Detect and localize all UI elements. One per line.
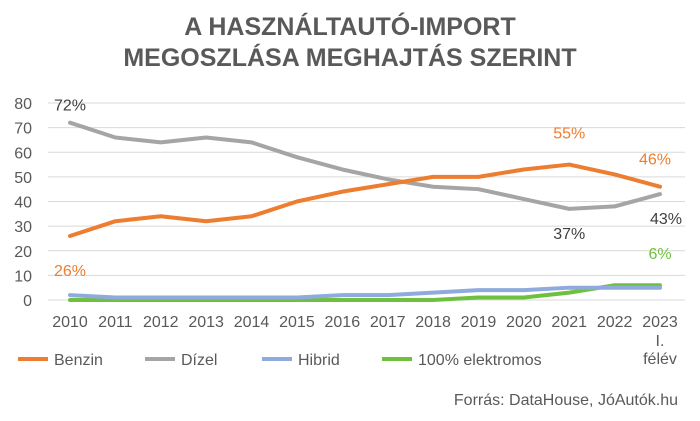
- series-line-d-zel: [68, 120, 662, 211]
- legend-label: Benzin: [54, 352, 103, 369]
- series-line-benzin: [68, 162, 662, 238]
- legend-label: Hibrid: [298, 352, 340, 369]
- legend-label: Dízel: [181, 352, 217, 369]
- x-tick-label: 2016: [325, 314, 361, 331]
- y-tick-label: 10: [14, 268, 32, 285]
- y-tick-label: 20: [14, 244, 32, 261]
- data-label: 43%: [650, 211, 682, 228]
- chart-title: A HASZNÁLTAUTÓ-IMPORT MEGOSZLÁSA MEGHAJT…: [0, 12, 700, 74]
- x-tick-label: 2019: [461, 314, 497, 331]
- x-tick-label: 2020: [506, 314, 542, 331]
- data-label: 26%: [54, 263, 86, 280]
- x-tick-label: 2017: [370, 314, 406, 331]
- y-tick-label: 30: [14, 219, 32, 236]
- x-tick-label: 2013: [188, 314, 224, 331]
- title-line-2: MEGOSZLÁSA MEGHAJTÁS SZERINT: [123, 44, 577, 72]
- y-tick-label: 80: [14, 96, 32, 113]
- y-tick-label: 50: [14, 170, 32, 187]
- y-tick-label: 70: [14, 121, 32, 138]
- x-tick-label: 2021: [551, 314, 587, 331]
- source-note: Forrás: DataHouse, JóAutók.hu: [453, 392, 678, 409]
- y-tick-label: 60: [14, 145, 32, 162]
- x-tick-label: 2023: [642, 314, 678, 331]
- data-label: 46%: [639, 152, 671, 169]
- x-tick-label: 2010: [52, 314, 88, 331]
- x-tick-label: 2012: [143, 314, 179, 331]
- series-line-100-elektromos: [68, 283, 662, 302]
- x-tick-label: 2018: [415, 314, 451, 331]
- x-tick-sublabel: félév: [643, 351, 677, 368]
- data-label: 72%: [54, 98, 86, 115]
- data-label: 55%: [553, 126, 585, 143]
- y-tick-label: 0: [23, 293, 32, 310]
- x-tick-label: 2011: [98, 314, 133, 331]
- legend-label: 100% elektromos: [418, 352, 542, 369]
- data-label: 6%: [648, 246, 671, 263]
- data-label: 37%: [553, 226, 585, 243]
- x-tick-label: 2014: [234, 314, 270, 331]
- title-line-1: A HASZNÁLTAUTÓ-IMPORT: [184, 13, 516, 41]
- x-tick-label: 2022: [597, 314, 633, 331]
- y-tick-label: 40: [14, 195, 32, 212]
- x-tick-sublabel: I.: [656, 333, 665, 350]
- series-line-hibrid: [68, 285, 662, 300]
- x-tick-label: 2015: [279, 314, 315, 331]
